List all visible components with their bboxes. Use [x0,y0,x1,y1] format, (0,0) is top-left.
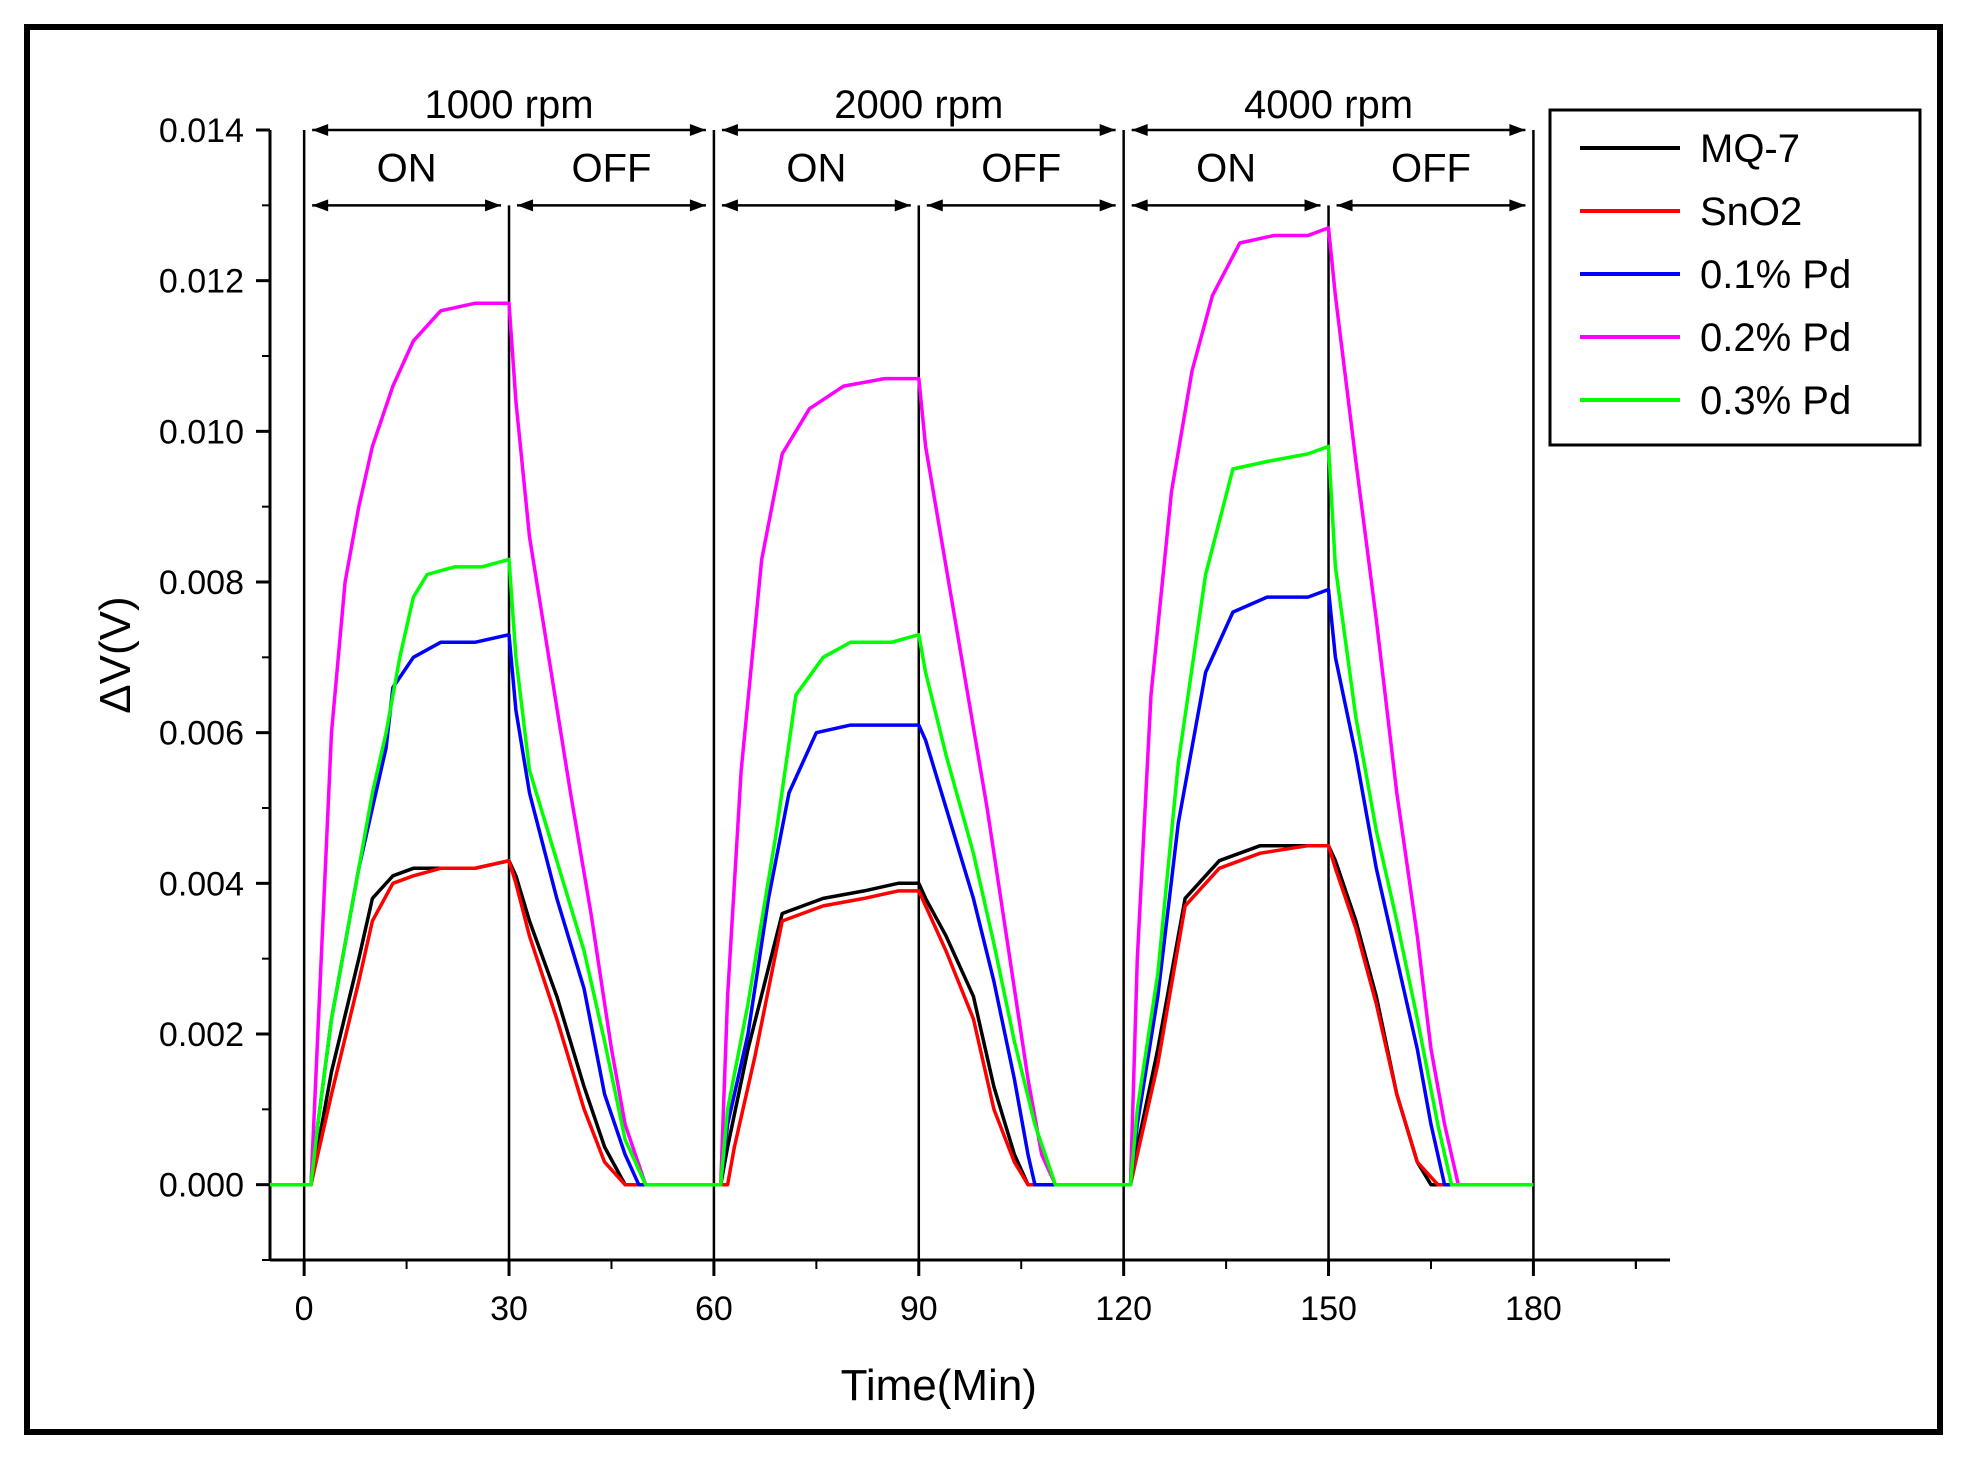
x-axis-title: Time(Min) [841,1361,1037,1410]
arrow-head-right [689,199,706,212]
arrow-head-left [1131,124,1148,136]
y-tick-label: 0.000 [159,1167,244,1205]
on-span-arrow [721,199,911,212]
rpm-annotations: 1000 rpm ON OFF 2000 rpm ON OFF 4000 rpm ON OFF [312,83,1526,212]
y-tick-label: 0.014 [159,112,244,150]
y-tick-label: 0.008 [159,564,244,602]
x-tick-label: 90 [900,1290,938,1328]
plot-area [268,130,1670,1262]
arrow-head-left [721,124,738,136]
x-tick-label: 60 [695,1290,733,1328]
y-tick-label: 0.002 [159,1016,244,1054]
legend-label: MQ-7 [1700,127,1800,171]
arrow-head-right [1099,199,1116,212]
rpm-label: 2000 rpm [834,83,1003,127]
legend-box [1548,108,1922,447]
on-label: ON [786,147,846,191]
x-tick-label: 150 [1300,1290,1357,1328]
arrow-head-right [1304,199,1321,212]
rpm-label: 4000 rpm [1244,83,1413,127]
off-label: OFF [981,147,1061,191]
arrow-head-right [1509,199,1526,212]
legend-label: SnO2 [1700,190,1802,234]
x-axis: 0 30 60 90 120 150 180 [295,1260,1637,1328]
arrow-head-left [312,199,329,212]
line-chart: 0.000 0.002 0.004 0.006 0.008 0.010 0.012 0.014… [91,83,1922,1410]
arrow-head-left [1131,199,1148,212]
x-tick-label: 0 [295,1290,314,1328]
arrow-head-left [312,124,329,136]
legend-label: 0.3% Pd [1700,379,1851,423]
series-line-0-1-pd [270,587,1534,1187]
x-tick-label: 180 [1505,1290,1562,1328]
y-tick-label: 0.006 [159,715,244,753]
y-axis-title: ΔV(V) [91,596,140,713]
y-tick-label: 0.004 [159,865,244,903]
on-span-arrow [312,199,502,212]
rpm-label: 1000 rpm [425,83,594,127]
x-tick-label: 120 [1095,1290,1152,1328]
off-label: OFF [571,147,651,191]
arrow-head-right [1099,124,1116,136]
rpm-span-arrow [1131,124,1526,136]
rpm-span-arrow [312,124,706,136]
rpm-span-arrow [721,124,1116,136]
series-lines [270,226,1534,1187]
y-tick-label: 0.012 [159,263,244,301]
legend: MQ-7 SnO2 0.1% Pd 0.2% Pd 0.3% Pd [1548,108,1922,447]
off-label: OFF [1391,147,1471,191]
arrow-head-left [517,199,534,212]
off-span-arrow [926,199,1116,212]
region-markers [302,130,1535,1260]
on-label: ON [1196,147,1256,191]
arrow-head-left [926,199,943,212]
y-tick-label: 0.010 [159,413,244,451]
legend-label: 0.1% Pd [1700,253,1851,297]
arrow-head-right [485,199,502,212]
off-span-arrow [517,199,706,212]
arrow-head-right [1509,124,1526,136]
on-label: ON [377,147,437,191]
arrow-head-left [721,199,738,212]
series-line-0-2-pd [270,226,1534,1187]
x-tick-label: 30 [490,1290,528,1328]
arrow-head-left [1336,199,1353,212]
on-span-arrow [1131,199,1321,212]
legend-label: 0.2% Pd [1700,316,1851,360]
chart-frame: 0.000 0.002 0.004 0.006 0.008 0.010 0.012 0.014… [24,24,1943,1435]
arrow-head-right [894,199,911,212]
y-axis: 0.000 0.002 0.004 0.006 0.008 0.010 0.012 0.014 [159,112,270,1261]
off-span-arrow [1336,199,1526,212]
arrow-head-right [689,124,706,136]
series-line-sno2 [270,843,1534,1187]
series-line-0-3-pd [270,444,1534,1187]
